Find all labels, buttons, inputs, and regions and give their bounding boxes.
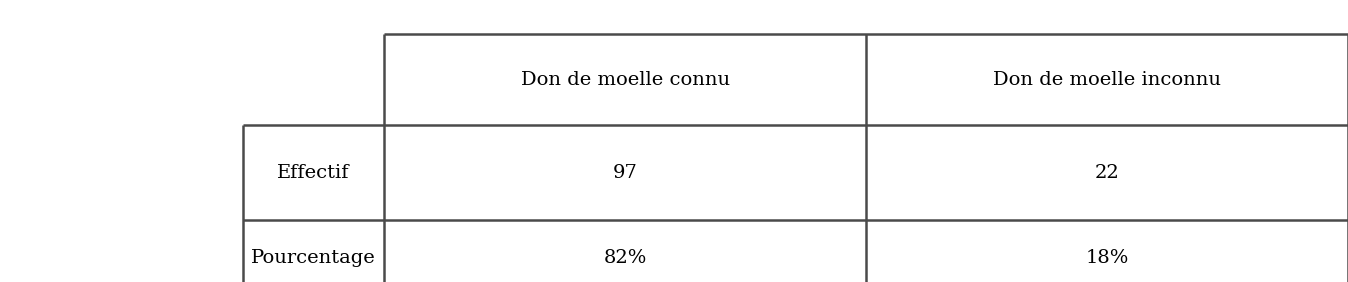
Text: Pourcentage: Pourcentage (251, 249, 376, 267)
Text: 97: 97 (613, 164, 638, 182)
Text: 22: 22 (1095, 164, 1119, 182)
Text: 18%: 18% (1085, 249, 1128, 267)
Text: Don de moelle inconnu: Don de moelle inconnu (993, 71, 1221, 89)
Text: Don de moelle connu: Don de moelle connu (520, 71, 729, 89)
Text: 82%: 82% (604, 249, 647, 267)
Text: Effectif: Effectif (278, 164, 349, 182)
